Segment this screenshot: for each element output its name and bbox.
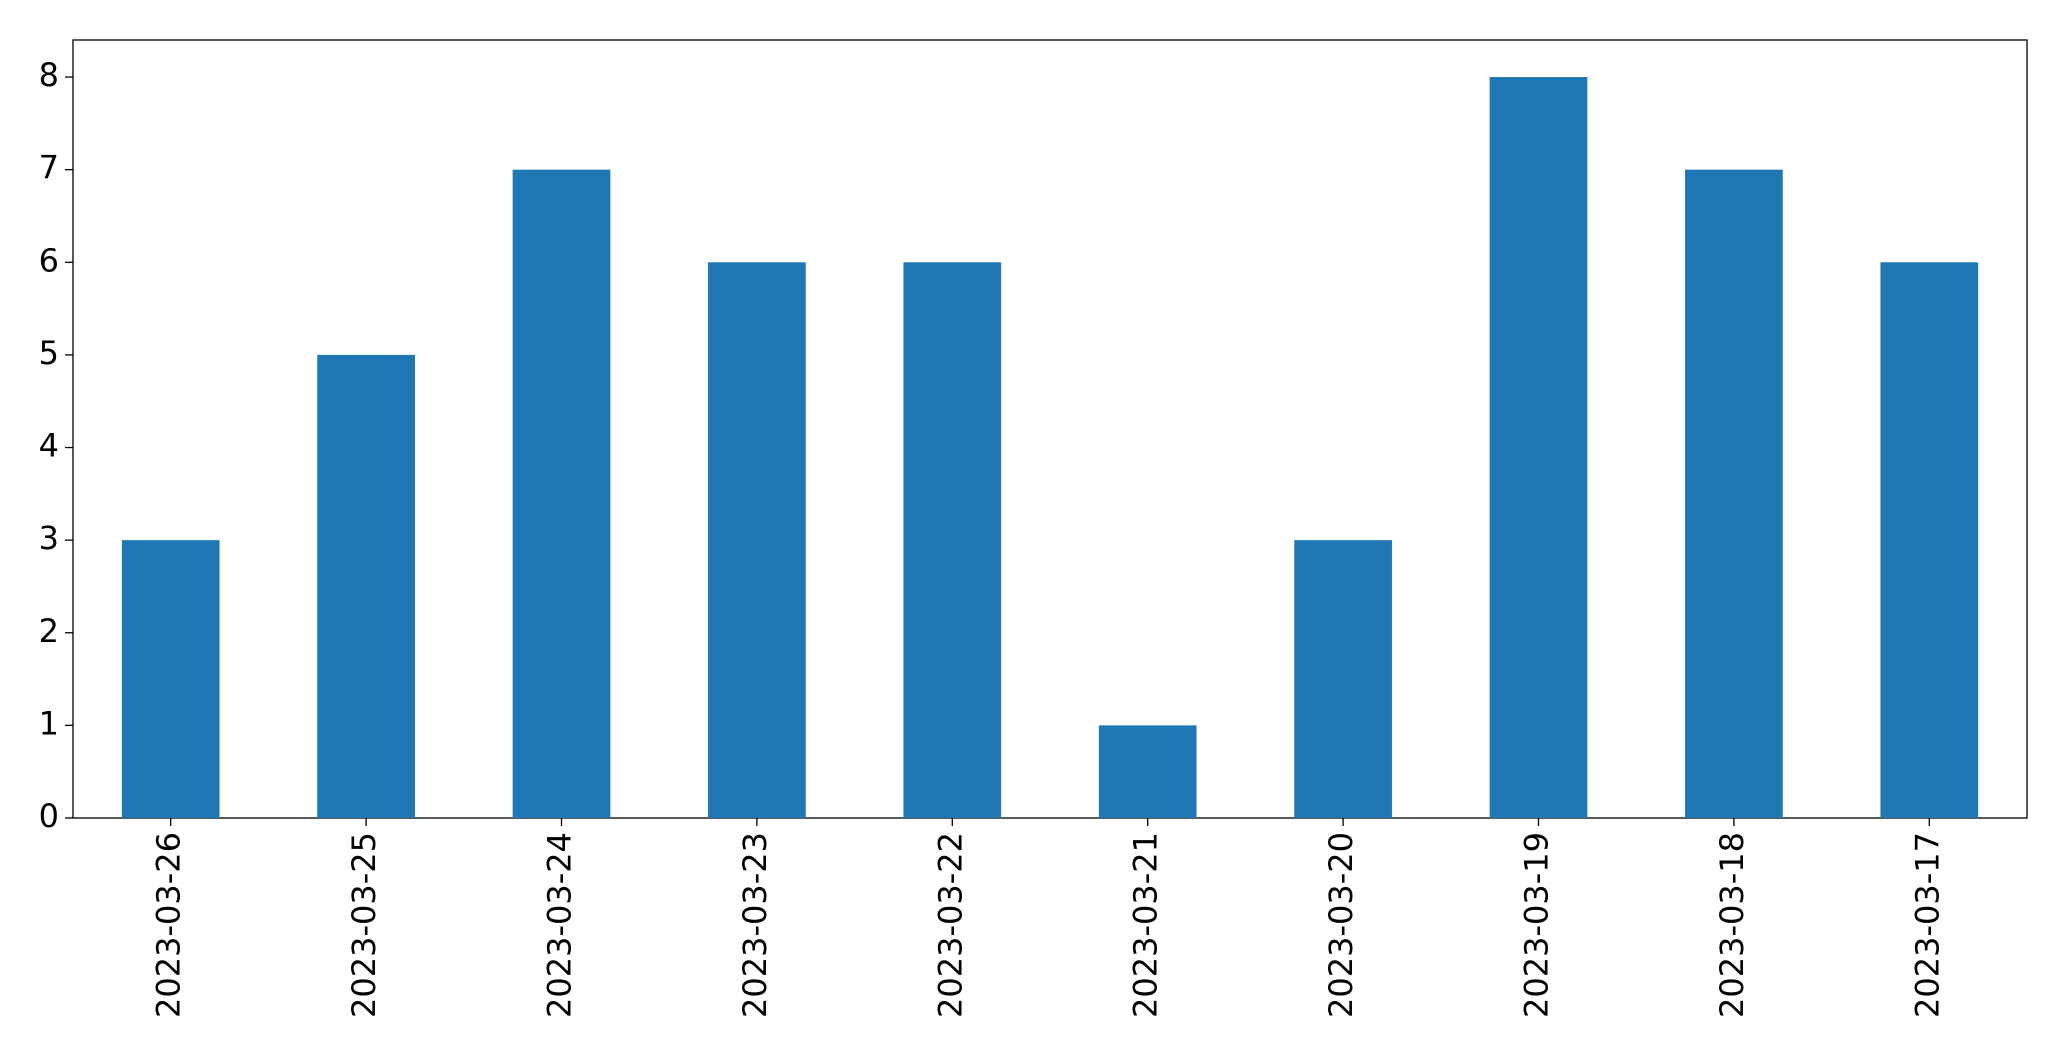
bar <box>1098 725 1197 818</box>
x-tick-label: 2023-03-17 <box>1908 832 1946 1018</box>
bar <box>903 262 1002 818</box>
bar <box>1294 540 1392 818</box>
y-tick-label: 5 <box>39 334 59 372</box>
bar <box>317 354 415 818</box>
y-tick-label: 8 <box>39 56 59 94</box>
x-tick-label: 2023-03-26 <box>150 832 188 1018</box>
y-tick-label: 2 <box>39 612 59 650</box>
bar <box>512 169 611 818</box>
x-tick-label: 2023-03-22 <box>931 832 969 1018</box>
bar <box>1685 169 1783 818</box>
plot-frame <box>72 39 2028 819</box>
x-tick-label: 2023-03-19 <box>1518 832 1556 1018</box>
y-tick-label: 4 <box>39 427 59 465</box>
x-tick-label: 2023-03-18 <box>1713 832 1751 1018</box>
y-tick-label: 3 <box>39 519 59 557</box>
y-tick-label: 0 <box>39 797 59 835</box>
bar <box>121 540 220 818</box>
x-tick-label: 2023-03-21 <box>1127 832 1165 1018</box>
y-tick-label: 1 <box>39 704 59 742</box>
y-tick-label: 7 <box>39 149 59 187</box>
x-tick-label: 2023-03-25 <box>345 832 383 1018</box>
x-tick-label: 2023-03-20 <box>1322 832 1360 1018</box>
bar <box>1880 262 1979 818</box>
x-tick-label: 2023-03-23 <box>736 832 774 1018</box>
bar <box>1489 77 1588 819</box>
bar <box>708 262 806 818</box>
y-tick-label: 6 <box>39 241 59 279</box>
x-tick-label: 2023-03-24 <box>541 832 579 1018</box>
